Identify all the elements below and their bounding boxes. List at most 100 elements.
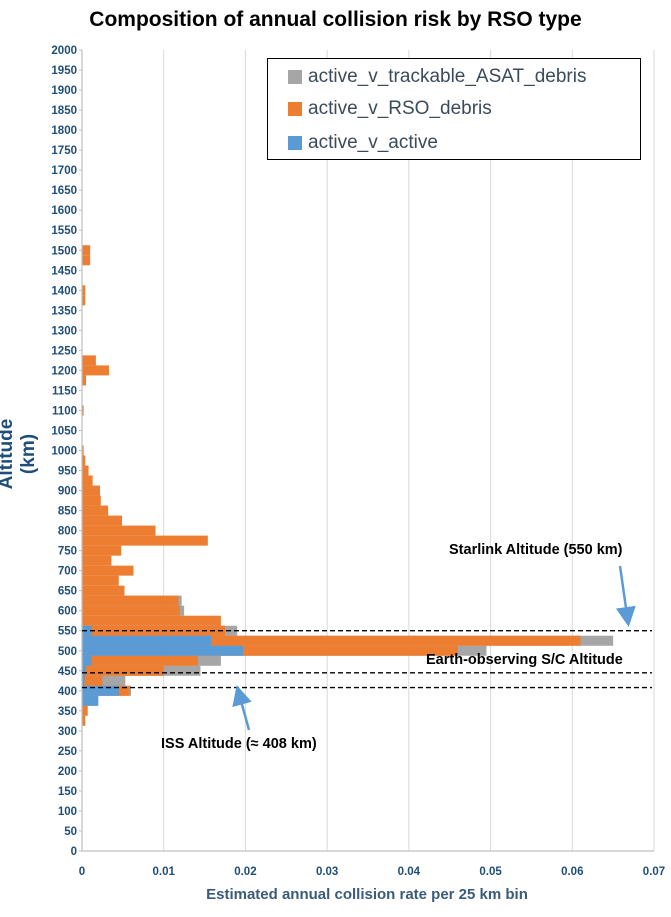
- y-tick-label: 100: [58, 806, 77, 818]
- legend-label-asat: active_v_trackable_ASAT_debris: [308, 66, 587, 87]
- y-tick-label: 1200: [51, 365, 77, 377]
- bar-rso-debris: [82, 635, 581, 646]
- bar-rso-debris: [82, 555, 112, 566]
- bar-rso-debris: [82, 355, 96, 366]
- y-tick-label: 1450: [51, 265, 77, 277]
- y-tick-label: 150: [58, 786, 77, 798]
- y-tick-label: 1300: [51, 325, 77, 337]
- y-tick-label: 0: [71, 846, 77, 858]
- bar-rso-debris: [82, 625, 225, 636]
- y-tick-label: 600: [58, 606, 77, 618]
- starlink-annotation: Starlink Altitude (550 km): [449, 542, 623, 558]
- y-tick-label: 1000: [51, 446, 77, 458]
- bar-rso-debris: [82, 405, 84, 416]
- bar-rso-debris: [82, 515, 123, 526]
- y-tick-label: 500: [58, 646, 77, 658]
- legend-label-rso: active_v_RSO_debris: [308, 98, 492, 119]
- y-tick-label: 450: [58, 666, 77, 678]
- y-tick-label: 1900: [51, 85, 77, 97]
- bar-rso-debris: [82, 575, 119, 586]
- bar-rso-debris: [82, 465, 89, 476]
- y-tick-label: 650: [58, 586, 77, 598]
- bar-rso-debris: [82, 655, 199, 666]
- bar-rso-debris: [82, 525, 156, 536]
- bar-rso-debris: [82, 535, 208, 546]
- y-tick-label: 800: [58, 526, 77, 538]
- bar-active-active: [82, 635, 212, 646]
- x-tick-label: 0.05: [479, 866, 502, 878]
- bar-rso-debris: [82, 585, 125, 596]
- bar-rso-debris: [82, 285, 86, 296]
- x-tick-label: 0: [79, 866, 85, 878]
- y-tick-label: 550: [58, 626, 77, 638]
- chart-title: Composition of annual collision risk by …: [89, 8, 582, 31]
- y-tick-label: 850: [58, 506, 77, 518]
- legend-swatch-active: [288, 136, 302, 150]
- bar-rso-debris: [82, 255, 91, 266]
- bar-rso-debris: [82, 595, 179, 606]
- legend-swatch-asat: [288, 70, 302, 84]
- legend: active_v_trackable_ASAT_debris active_v_…: [267, 58, 641, 160]
- y-tick-label: 950: [58, 466, 77, 478]
- bar-rso-debris: [82, 295, 86, 306]
- x-tick-label: 0.02: [234, 866, 256, 878]
- y-tick-label: 1750: [51, 145, 77, 157]
- bar-rso-debris: [82, 455, 86, 466]
- bar-rso-debris: [82, 605, 181, 616]
- bar-active-active: [82, 675, 85, 686]
- y-tick-label: 1950: [51, 65, 77, 77]
- bar-rso-debris: [82, 675, 103, 686]
- x-tick-label: 0.04: [398, 866, 421, 878]
- y-tick-label: 300: [58, 726, 77, 738]
- y-tick-label: 2000: [51, 45, 77, 57]
- bar-active-active: [82, 655, 92, 666]
- y-tick-label: 1650: [51, 185, 77, 197]
- bar-active-active: [82, 645, 243, 656]
- iss-arrow: [232, 685, 252, 731]
- y-tick-label: 250: [58, 746, 77, 758]
- y-tick-label: 700: [58, 566, 77, 578]
- legend-item-rso: active_v_RSO_debris: [288, 97, 492, 121]
- y-tick-label: 900: [58, 486, 77, 498]
- bar-rso-debris: [82, 705, 88, 716]
- y-tick-label: 750: [58, 546, 77, 558]
- y-tick-label: 350: [58, 706, 77, 718]
- bar-rso-debris: [82, 545, 122, 556]
- x-tick-label: 0.06: [561, 866, 583, 878]
- legend-label-active: active_v_active: [308, 132, 438, 153]
- x-tick-label: 0.01: [153, 866, 176, 878]
- bar-rso-debris: [82, 715, 86, 726]
- bar-rso-debris: [82, 645, 458, 656]
- starlink-arrow: [615, 565, 636, 627]
- y-tick-label: 1600: [51, 205, 77, 217]
- y-tick-label: 50: [64, 826, 77, 838]
- x-axis-label: Estimated annual collision rate per 25 k…: [206, 886, 528, 903]
- y-tick-label: 400: [58, 686, 77, 698]
- x-tick-label: 0.03: [316, 866, 338, 878]
- bar-rso-debris: [82, 615, 221, 626]
- bar-rso-debris: [82, 665, 164, 676]
- y-tick-label: 1800: [51, 125, 77, 137]
- bar-rso-debris: [82, 495, 101, 506]
- bar-active-active: [82, 665, 87, 676]
- y-tick-label: 200: [58, 766, 77, 778]
- x-tick-label: 0.07: [643, 866, 665, 878]
- bar-rso-debris: [82, 565, 134, 576]
- bar-rso-debris: [82, 445, 84, 456]
- iss-annotation: ISS Altitude (≈ 408 km): [161, 736, 317, 752]
- legend-swatch-rso: [288, 102, 302, 116]
- y-tick-label: 1150: [52, 385, 77, 397]
- bar-rso-debris: [82, 375, 87, 386]
- legend-item-active: active_v_active: [288, 131, 438, 155]
- y-tick-label: 1500: [51, 245, 77, 257]
- bar-active-active: [82, 695, 99, 706]
- y-tick-label: 1050: [51, 425, 77, 437]
- y-tick-label: 1350: [51, 305, 77, 317]
- bar-rso-debris: [82, 365, 109, 376]
- bar-rso-debris: [82, 475, 93, 486]
- bar-rso-debris: [82, 485, 100, 496]
- legend-item-asat: active_v_trackable_ASAT_debris: [288, 65, 586, 89]
- y-tick-label: 1850: [51, 105, 77, 117]
